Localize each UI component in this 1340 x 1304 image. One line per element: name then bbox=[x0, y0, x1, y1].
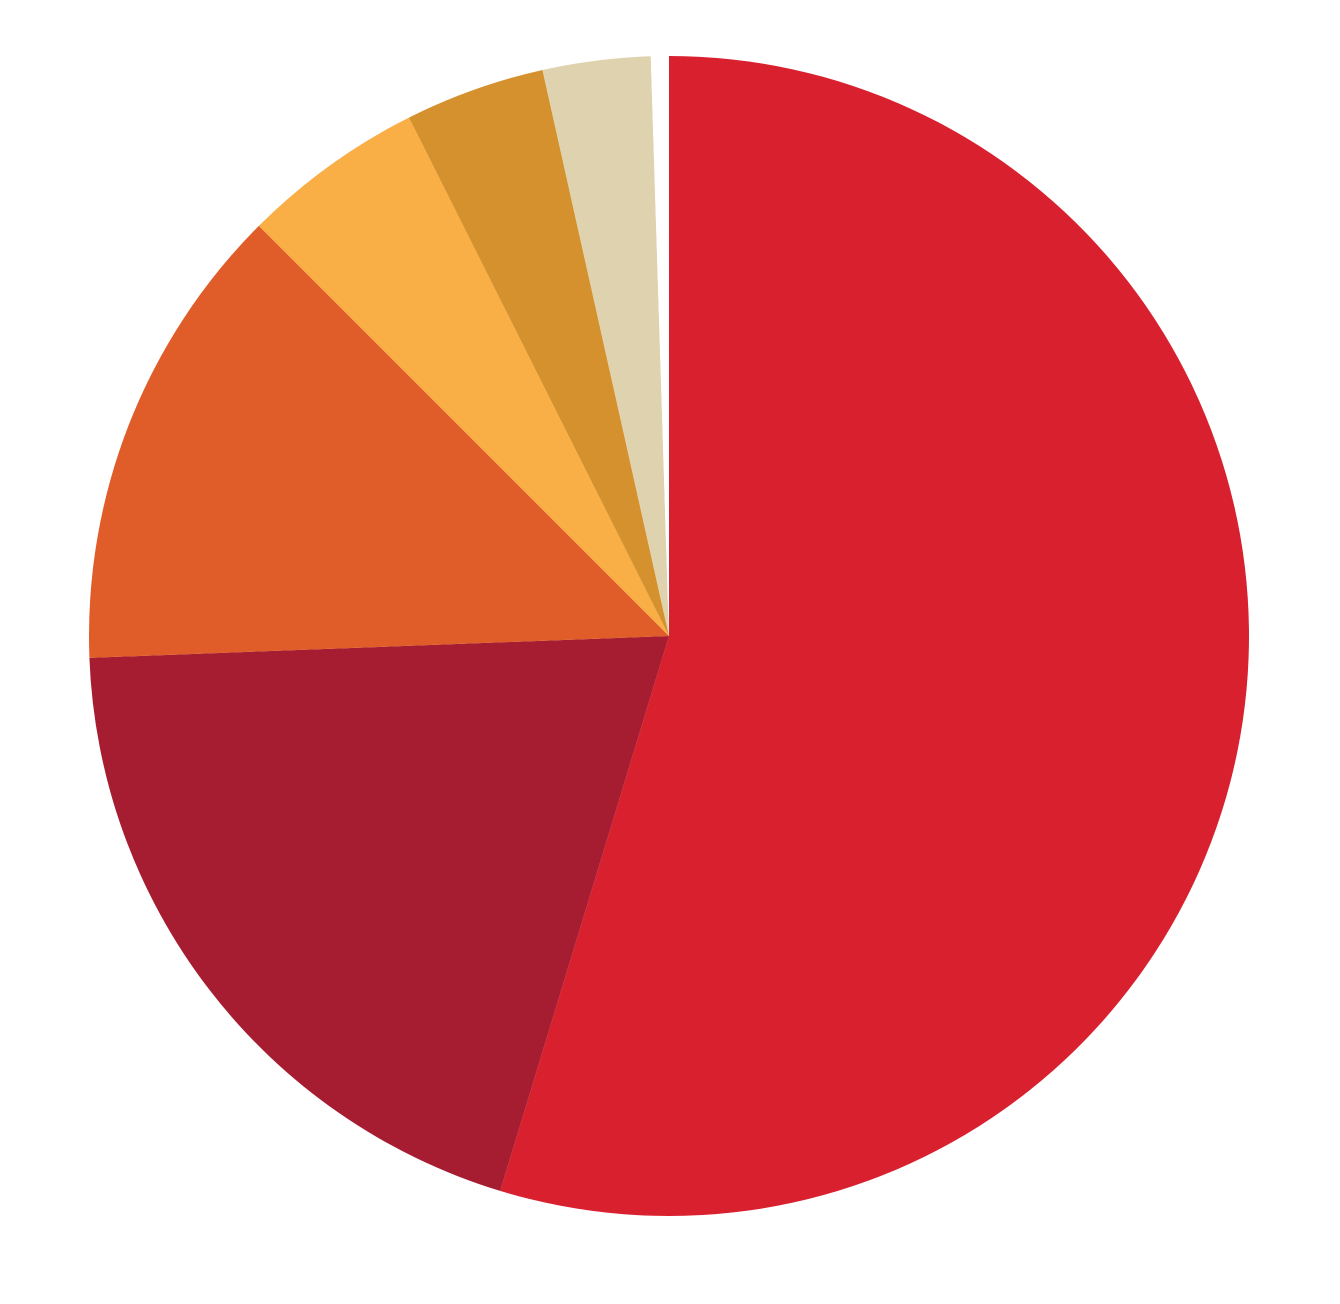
pie-slice bbox=[258, 117, 669, 637]
pie-slice bbox=[650, 56, 669, 636]
pie-slice bbox=[89, 225, 670, 658]
pie-slice bbox=[542, 56, 669, 636]
pie-slice bbox=[89, 636, 669, 1191]
pie-slice bbox=[408, 69, 669, 637]
pie-slice bbox=[500, 55, 1250, 1217]
